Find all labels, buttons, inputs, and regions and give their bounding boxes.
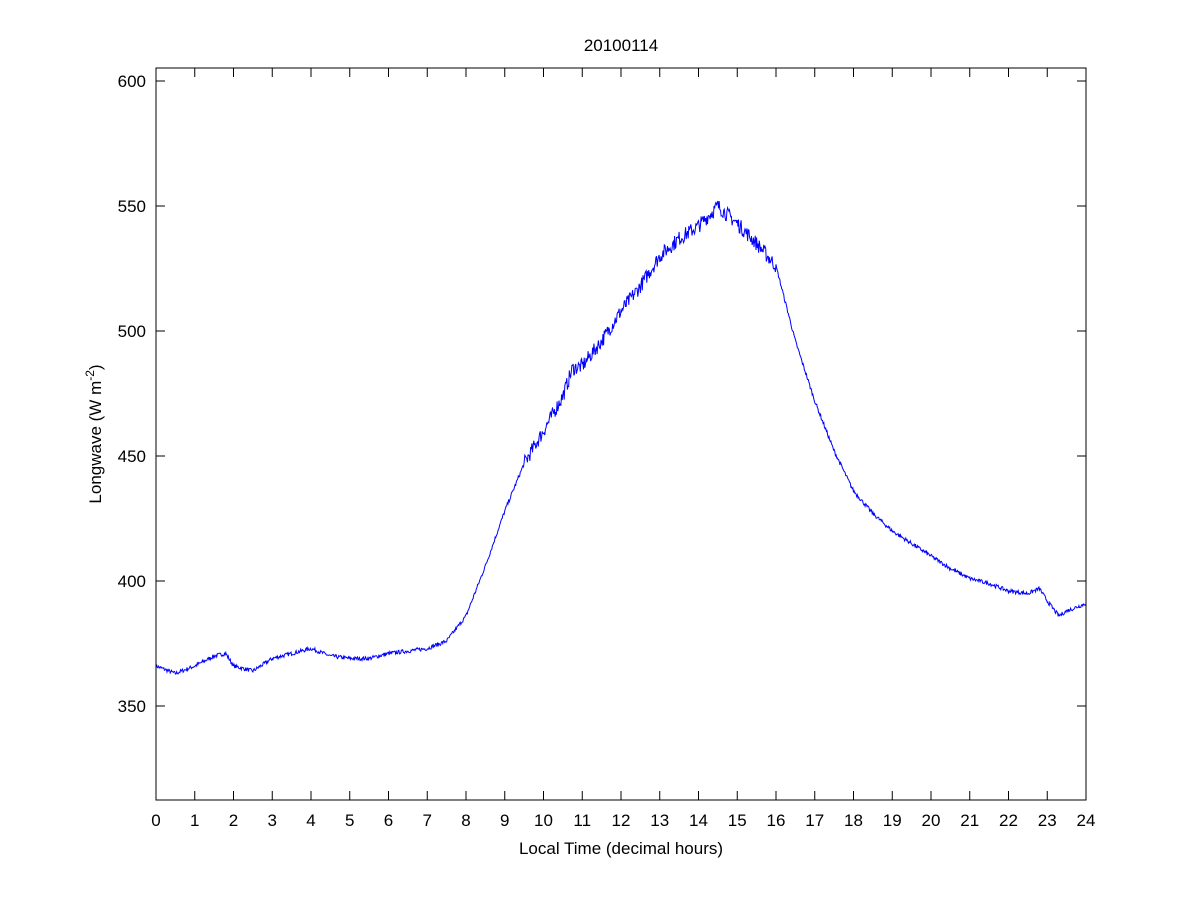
x-tick-label: 0 bbox=[151, 811, 160, 830]
x-tick-label: 10 bbox=[534, 811, 553, 830]
x-tick-label: 16 bbox=[767, 811, 786, 830]
x-tick-label: 15 bbox=[728, 811, 747, 830]
x-tick-label: 8 bbox=[461, 811, 470, 830]
x-tick-label: 11 bbox=[573, 811, 591, 830]
x-tick-label: 3 bbox=[268, 811, 277, 830]
y-tick-label: 500 bbox=[118, 322, 146, 341]
x-axis-label: Local Time (decimal hours) bbox=[519, 839, 723, 858]
x-tick-label: 5 bbox=[345, 811, 354, 830]
y-tick-label: 600 bbox=[118, 72, 146, 91]
x-tick-label: 12 bbox=[612, 811, 631, 830]
series-line-longwave bbox=[155, 200, 1087, 675]
x-tick-label: 9 bbox=[500, 811, 509, 830]
x-tick-label: 21 bbox=[960, 811, 979, 830]
y-tick-label: 550 bbox=[118, 197, 146, 216]
y-axis-label: Longwave (W m-2) bbox=[83, 364, 105, 503]
y-axis-label-superscript: -2 bbox=[83, 370, 97, 381]
x-tick-label: 2 bbox=[229, 811, 238, 830]
x-tick-label: 6 bbox=[384, 811, 393, 830]
y-tick-label: 400 bbox=[118, 572, 146, 591]
y-tick-label: 350 bbox=[118, 697, 146, 716]
x-tick-label: 18 bbox=[844, 811, 863, 830]
x-tick-label: 14 bbox=[689, 811, 708, 830]
x-tick-label: 1 bbox=[190, 811, 199, 830]
x-tick-label: 23 bbox=[1038, 811, 1057, 830]
x-tick-label: 4 bbox=[306, 811, 315, 830]
x-tick-label: 13 bbox=[650, 811, 669, 830]
x-tick-label: 17 bbox=[805, 811, 824, 830]
x-tick-label: 20 bbox=[922, 811, 941, 830]
x-tick-label: 24 bbox=[1077, 811, 1096, 830]
x-tick-label: 22 bbox=[999, 811, 1018, 830]
y-tick-label: 450 bbox=[118, 447, 146, 466]
x-tick-label: 19 bbox=[883, 811, 902, 830]
x-tick-label: 7 bbox=[423, 811, 432, 830]
chart-title: 20100114 bbox=[584, 36, 658, 55]
y-axis-label-main: Longwave (W m bbox=[86, 381, 105, 504]
plot-area-frame bbox=[155, 67, 1087, 801]
y-axis-label-suffix: ) bbox=[86, 364, 105, 370]
